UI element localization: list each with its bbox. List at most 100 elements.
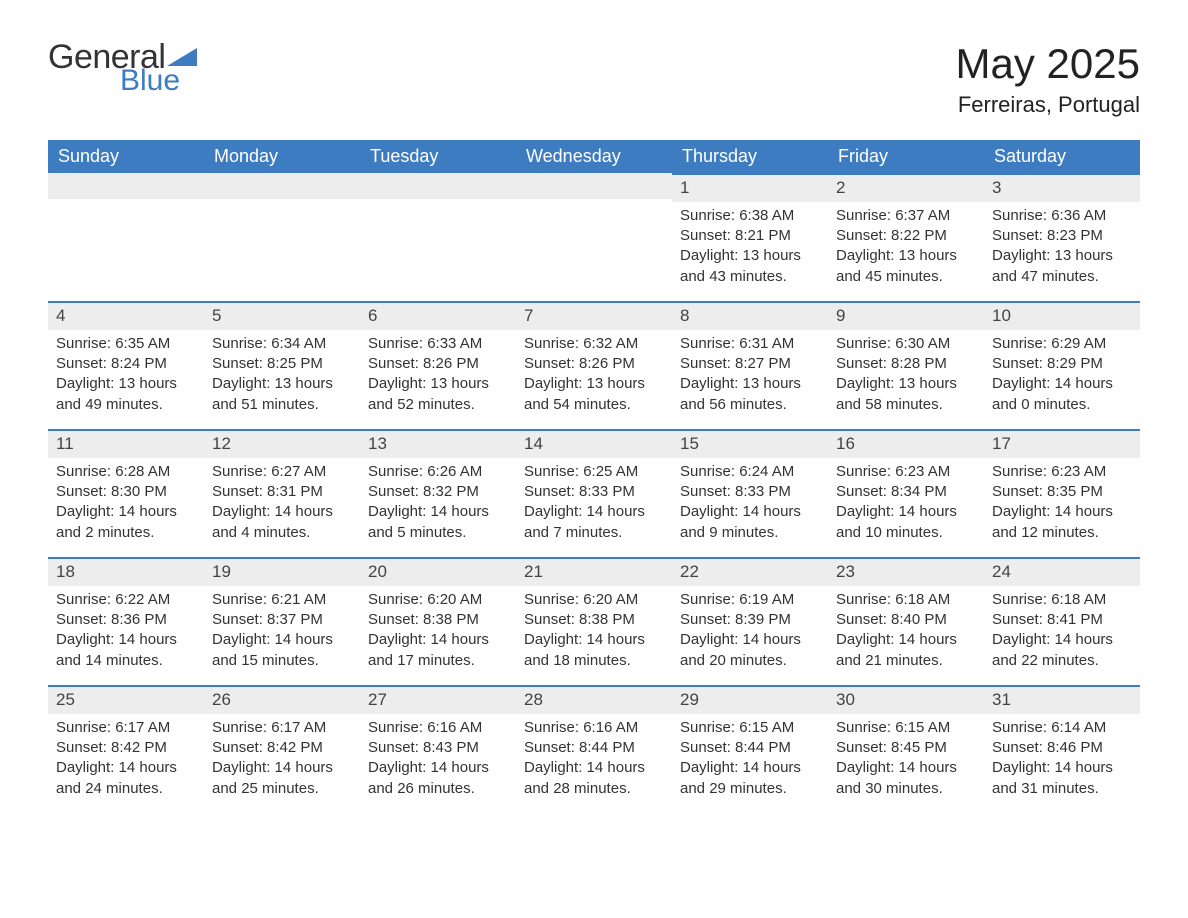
day-dayl1-text: Daylight: 14 hours — [836, 630, 976, 650]
day-content: Sunrise: 6:29 AMSunset: 8:29 PMDaylight:… — [984, 330, 1140, 419]
day-number: 8 — [672, 301, 828, 330]
day-cell: 21Sunrise: 6:20 AMSunset: 8:38 PMDayligh… — [516, 557, 672, 685]
day-sunset-text: Sunset: 8:43 PM — [368, 738, 508, 758]
day-cell: 7Sunrise: 6:32 AMSunset: 8:26 PMDaylight… — [516, 301, 672, 429]
day-content: Sunrise: 6:20 AMSunset: 8:38 PMDaylight:… — [516, 586, 672, 675]
day-dayl1-text: Daylight: 14 hours — [524, 630, 664, 650]
day-sunset-text: Sunset: 8:33 PM — [680, 482, 820, 502]
empty-day-header — [360, 173, 516, 199]
day-sunset-text: Sunset: 8:34 PM — [836, 482, 976, 502]
day-content: Sunrise: 6:31 AMSunset: 8:27 PMDaylight:… — [672, 330, 828, 419]
day-cell: 9Sunrise: 6:30 AMSunset: 8:28 PMDaylight… — [828, 301, 984, 429]
day-number: 4 — [48, 301, 204, 330]
day-number: 17 — [984, 429, 1140, 458]
day-number: 12 — [204, 429, 360, 458]
day-sunrise-text: Sunrise: 6:23 AM — [992, 462, 1132, 482]
day-cell: 3Sunrise: 6:36 AMSunset: 8:23 PMDaylight… — [984, 173, 1140, 301]
brand-logo: General Blue — [48, 40, 197, 96]
day-sunrise-text: Sunrise: 6:15 AM — [836, 718, 976, 738]
day-dayl2-text: and 47 minutes. — [992, 267, 1132, 287]
day-header: Sunday — [48, 140, 204, 173]
day-dayl1-text: Daylight: 14 hours — [368, 630, 508, 650]
day-sunrise-text: Sunrise: 6:17 AM — [56, 718, 196, 738]
day-content: Sunrise: 6:25 AMSunset: 8:33 PMDaylight:… — [516, 458, 672, 547]
day-cell: 15Sunrise: 6:24 AMSunset: 8:33 PMDayligh… — [672, 429, 828, 557]
day-dayl2-text: and 14 minutes. — [56, 651, 196, 671]
title-block: May 2025 Ferreiras, Portugal — [956, 40, 1140, 118]
day-dayl2-text: and 22 minutes. — [992, 651, 1132, 671]
day-content: Sunrise: 6:38 AMSunset: 8:21 PMDaylight:… — [672, 202, 828, 291]
day-sunset-text: Sunset: 8:26 PM — [368, 354, 508, 374]
day-sunset-text: Sunset: 8:23 PM — [992, 226, 1132, 246]
day-dayl2-text: and 26 minutes. — [368, 779, 508, 799]
day-cell: 11Sunrise: 6:28 AMSunset: 8:30 PMDayligh… — [48, 429, 204, 557]
day-dayl1-text: Daylight: 13 hours — [680, 246, 820, 266]
day-dayl1-text: Daylight: 14 hours — [56, 502, 196, 522]
day-number: 19 — [204, 557, 360, 586]
day-sunset-text: Sunset: 8:32 PM — [368, 482, 508, 502]
day-content: Sunrise: 6:37 AMSunset: 8:22 PMDaylight:… — [828, 202, 984, 291]
day-sunrise-text: Sunrise: 6:16 AM — [368, 718, 508, 738]
day-sunrise-text: Sunrise: 6:37 AM — [836, 206, 976, 226]
day-dayl1-text: Daylight: 14 hours — [992, 630, 1132, 650]
day-content: Sunrise: 6:36 AMSunset: 8:23 PMDaylight:… — [984, 202, 1140, 291]
day-content: Sunrise: 6:35 AMSunset: 8:24 PMDaylight:… — [48, 330, 204, 419]
day-content: Sunrise: 6:33 AMSunset: 8:26 PMDaylight:… — [360, 330, 516, 419]
day-sunset-text: Sunset: 8:24 PM — [56, 354, 196, 374]
day-dayl2-text: and 5 minutes. — [368, 523, 508, 543]
day-dayl1-text: Daylight: 14 hours — [212, 630, 352, 650]
day-sunrise-text: Sunrise: 6:34 AM — [212, 334, 352, 354]
day-header: Thursday — [672, 140, 828, 173]
day-dayl2-text: and 7 minutes. — [524, 523, 664, 543]
day-number: 26 — [204, 685, 360, 714]
day-content: Sunrise: 6:15 AMSunset: 8:44 PMDaylight:… — [672, 714, 828, 803]
day-sunrise-text: Sunrise: 6:21 AM — [212, 590, 352, 610]
day-cell: 13Sunrise: 6:26 AMSunset: 8:32 PMDayligh… — [360, 429, 516, 557]
day-cell: 12Sunrise: 6:27 AMSunset: 8:31 PMDayligh… — [204, 429, 360, 557]
day-dayl1-text: Daylight: 13 hours — [836, 246, 976, 266]
day-number: 7 — [516, 301, 672, 330]
day-cell: 17Sunrise: 6:23 AMSunset: 8:35 PMDayligh… — [984, 429, 1140, 557]
day-number: 5 — [204, 301, 360, 330]
day-cell: 29Sunrise: 6:15 AMSunset: 8:44 PMDayligh… — [672, 685, 828, 813]
day-dayl1-text: Daylight: 14 hours — [680, 758, 820, 778]
day-number: 24 — [984, 557, 1140, 586]
day-sunrise-text: Sunrise: 6:20 AM — [524, 590, 664, 610]
day-sunrise-text: Sunrise: 6:14 AM — [992, 718, 1132, 738]
day-cell: 6Sunrise: 6:33 AMSunset: 8:26 PMDaylight… — [360, 301, 516, 429]
day-sunrise-text: Sunrise: 6:35 AM — [56, 334, 196, 354]
day-dayl1-text: Daylight: 14 hours — [212, 502, 352, 522]
day-content: Sunrise: 6:18 AMSunset: 8:40 PMDaylight:… — [828, 586, 984, 675]
day-dayl2-text: and 21 minutes. — [836, 651, 976, 671]
day-cell: 30Sunrise: 6:15 AMSunset: 8:45 PMDayligh… — [828, 685, 984, 813]
day-dayl1-text: Daylight: 14 hours — [524, 502, 664, 522]
day-sunrise-text: Sunrise: 6:30 AM — [836, 334, 976, 354]
day-sunrise-text: Sunrise: 6:18 AM — [836, 590, 976, 610]
day-number: 20 — [360, 557, 516, 586]
brand-blue-text: Blue — [120, 66, 197, 96]
day-cell: 18Sunrise: 6:22 AMSunset: 8:36 PMDayligh… — [48, 557, 204, 685]
day-dayl2-text: and 10 minutes. — [836, 523, 976, 543]
day-sunrise-text: Sunrise: 6:17 AM — [212, 718, 352, 738]
day-sunset-text: Sunset: 8:30 PM — [56, 482, 196, 502]
day-dayl2-text: and 15 minutes. — [212, 651, 352, 671]
day-dayl2-text: and 45 minutes. — [836, 267, 976, 287]
day-cell: 22Sunrise: 6:19 AMSunset: 8:39 PMDayligh… — [672, 557, 828, 685]
day-cell: 10Sunrise: 6:29 AMSunset: 8:29 PMDayligh… — [984, 301, 1140, 429]
day-cell: 25Sunrise: 6:17 AMSunset: 8:42 PMDayligh… — [48, 685, 204, 813]
day-sunset-text: Sunset: 8:42 PM — [212, 738, 352, 758]
day-dayl1-text: Daylight: 14 hours — [992, 374, 1132, 394]
day-content: Sunrise: 6:23 AMSunset: 8:35 PMDaylight:… — [984, 458, 1140, 547]
day-dayl2-text: and 54 minutes. — [524, 395, 664, 415]
day-sunrise-text: Sunrise: 6:29 AM — [992, 334, 1132, 354]
day-cell: 28Sunrise: 6:16 AMSunset: 8:44 PMDayligh… — [516, 685, 672, 813]
day-content: Sunrise: 6:27 AMSunset: 8:31 PMDaylight:… — [204, 458, 360, 547]
day-sunset-text: Sunset: 8:36 PM — [56, 610, 196, 630]
day-dayl2-text: and 17 minutes. — [368, 651, 508, 671]
day-sunrise-text: Sunrise: 6:26 AM — [368, 462, 508, 482]
day-number: 30 — [828, 685, 984, 714]
day-dayl1-text: Daylight: 13 hours — [992, 246, 1132, 266]
day-number: 2 — [828, 173, 984, 202]
day-content: Sunrise: 6:24 AMSunset: 8:33 PMDaylight:… — [672, 458, 828, 547]
day-dayl2-text: and 49 minutes. — [56, 395, 196, 415]
